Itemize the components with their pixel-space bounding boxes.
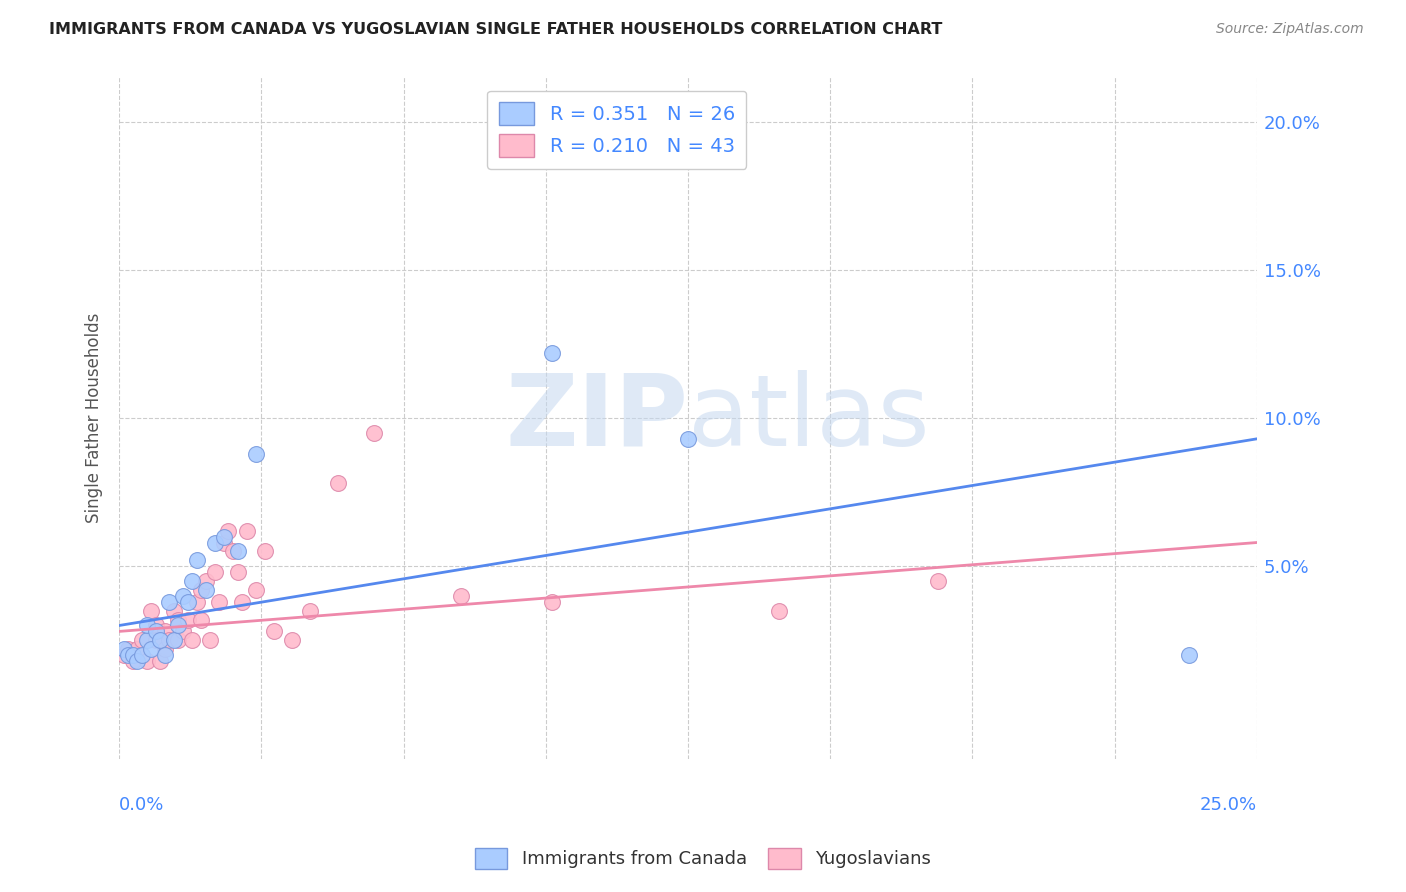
- Point: [222, 544, 245, 558]
- Point: [157, 633, 180, 648]
- Point: [176, 595, 198, 609]
- Point: [117, 648, 139, 662]
- Text: Source: ZipAtlas.com: Source: ZipAtlas.com: [1216, 22, 1364, 37]
- Point: [194, 582, 217, 597]
- Point: [122, 654, 145, 668]
- Point: [1177, 648, 1199, 662]
- Point: [145, 633, 167, 648]
- Text: 25.0%: 25.0%: [1199, 797, 1257, 814]
- Point: [540, 595, 562, 609]
- Point: [167, 633, 190, 648]
- Point: [768, 604, 790, 618]
- Point: [245, 447, 267, 461]
- Point: [163, 604, 186, 618]
- Point: [194, 574, 217, 588]
- Point: [540, 346, 562, 360]
- Point: [226, 565, 249, 579]
- Point: [281, 633, 304, 648]
- Point: [112, 648, 135, 662]
- Text: IMMIGRANTS FROM CANADA VS YUGOSLAVIAN SINGLE FATHER HOUSEHOLDS CORRELATION CHART: IMMIGRANTS FROM CANADA VS YUGOSLAVIAN SI…: [49, 22, 942, 37]
- Point: [235, 524, 257, 538]
- Point: [122, 648, 145, 662]
- Y-axis label: Single Father Households: Single Father Households: [86, 313, 103, 524]
- Point: [145, 618, 167, 632]
- Point: [163, 633, 186, 648]
- Point: [263, 624, 285, 639]
- Point: [135, 618, 157, 632]
- Point: [153, 642, 176, 657]
- Point: [176, 613, 198, 627]
- Point: [127, 642, 149, 657]
- Point: [231, 595, 253, 609]
- Point: [253, 544, 276, 558]
- Point: [204, 565, 226, 579]
- Point: [226, 544, 249, 558]
- Point: [172, 624, 194, 639]
- Point: [217, 524, 239, 538]
- Point: [204, 535, 226, 549]
- Point: [186, 595, 208, 609]
- Point: [167, 613, 190, 627]
- Point: [167, 618, 190, 632]
- Point: [927, 574, 949, 588]
- Point: [363, 425, 385, 440]
- Point: [139, 642, 162, 657]
- Point: [135, 633, 157, 648]
- Point: [153, 648, 176, 662]
- Text: atlas: atlas: [688, 369, 929, 467]
- Point: [450, 589, 472, 603]
- Point: [149, 633, 172, 648]
- Point: [212, 535, 235, 549]
- Point: [190, 582, 212, 597]
- Legend: Immigrants from Canada, Yugoslavians: Immigrants from Canada, Yugoslavians: [468, 840, 938, 876]
- Point: [117, 642, 139, 657]
- Point: [186, 553, 208, 567]
- Point: [157, 595, 180, 609]
- Point: [299, 604, 322, 618]
- Legend: R = 0.351   N = 26, R = 0.210   N = 43: R = 0.351 N = 26, R = 0.210 N = 43: [488, 91, 747, 169]
- Point: [149, 654, 172, 668]
- Point: [127, 654, 149, 668]
- Point: [131, 648, 153, 662]
- Point: [172, 589, 194, 603]
- Point: [145, 624, 167, 639]
- Point: [139, 604, 162, 618]
- Point: [245, 582, 267, 597]
- Point: [212, 530, 235, 544]
- Text: 0.0%: 0.0%: [120, 797, 165, 814]
- Point: [181, 633, 204, 648]
- Point: [153, 624, 176, 639]
- Point: [326, 476, 349, 491]
- Point: [190, 613, 212, 627]
- Point: [200, 633, 222, 648]
- Point: [135, 654, 157, 668]
- Point: [676, 432, 699, 446]
- Point: [131, 633, 153, 648]
- Point: [181, 574, 204, 588]
- Text: ZIP: ZIP: [505, 369, 688, 467]
- Point: [208, 595, 231, 609]
- Point: [112, 642, 135, 657]
